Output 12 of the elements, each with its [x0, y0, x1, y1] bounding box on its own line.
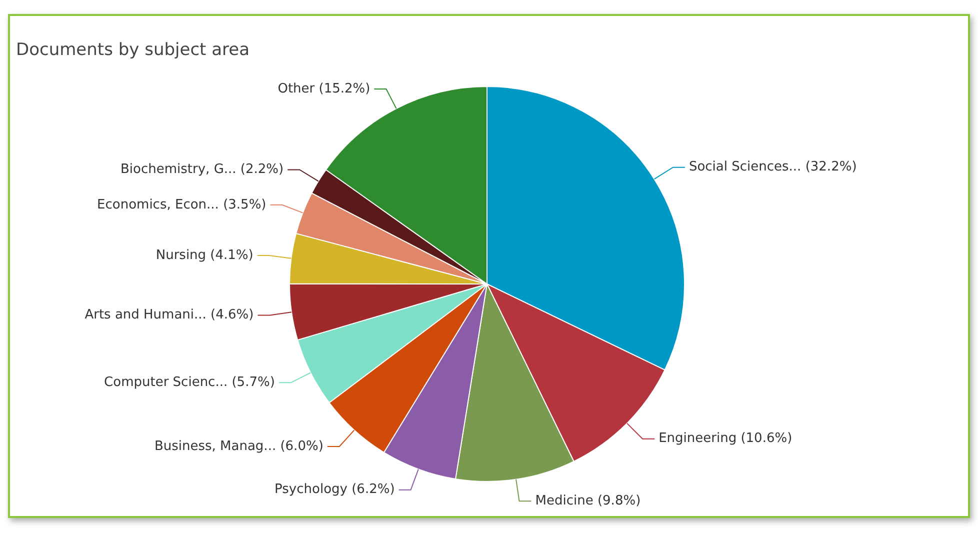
slice-label: Economics, Econ... (3.5%) — [97, 197, 266, 212]
slice-label: Engineering (10.6%) — [658, 431, 792, 446]
slice-label: Other (15.2%) — [278, 81, 370, 96]
slice-label: Social Sciences... (32.2%) — [688, 160, 857, 175]
slice-label: Nursing (4.1%) — [156, 248, 254, 263]
slice-label: Computer Scienc... (5.7%) — [104, 375, 275, 390]
slice-label: Business, Manag... (6.0%) — [154, 438, 324, 454]
chart-title: Documents by subject area — [16, 40, 250, 60]
slice-label: Arts and Humani... (4.6%) — [84, 308, 254, 323]
slice-label: Psychology (6.2%) — [274, 482, 395, 498]
slice-label: Medicine (9.8%) — [535, 493, 641, 508]
slice-label: Biochemistry, G... (2.2%) — [120, 162, 284, 178]
